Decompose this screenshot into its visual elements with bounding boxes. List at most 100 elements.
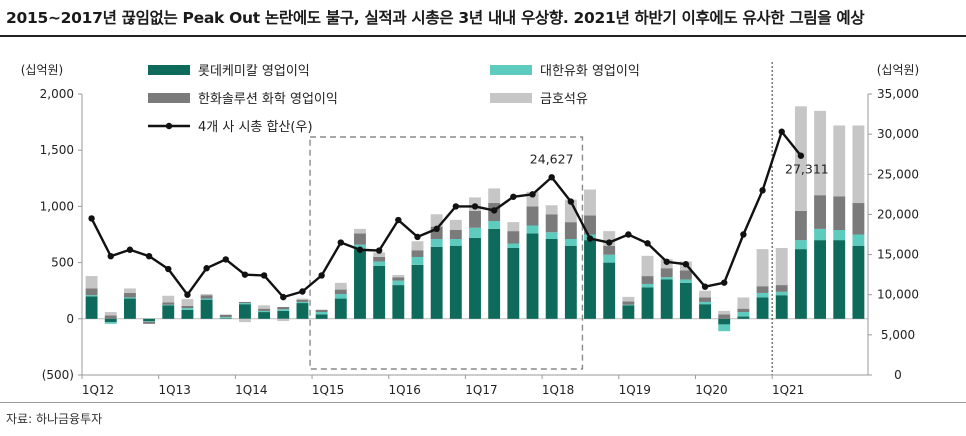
bar-segment (756, 292, 769, 298)
bar-segment (334, 282, 347, 290)
market-cap-point (701, 283, 709, 290)
bar-segment (296, 299, 309, 302)
market-cap-point (299, 288, 306, 295)
bar-segment (258, 312, 271, 319)
legend-swatch (148, 93, 190, 103)
peak-out-box (309, 136, 584, 370)
bar-segment (219, 314, 232, 315)
bar-segment (258, 310, 271, 313)
bar-segment (775, 295, 788, 319)
x-tick-label: 1Q21 (772, 383, 804, 397)
x-tick-label: 1Q13 (159, 383, 191, 397)
market-cap-point (625, 231, 632, 238)
bar-segment (622, 305, 635, 319)
bar-segment (181, 305, 194, 309)
bar-segment (430, 214, 443, 227)
bar-segment (200, 298, 213, 300)
bar-segment (545, 232, 558, 239)
bar-segment (85, 276, 98, 289)
bar-segment (123, 288, 136, 293)
x-tick-label: 1Q18 (542, 383, 574, 397)
bar-segment (507, 247, 520, 319)
bar-segment (718, 318, 731, 325)
market-cap-point (88, 215, 95, 222)
bar-segment (258, 308, 271, 311)
bar-segment (296, 303, 309, 319)
bar-segment (219, 318, 232, 319)
bar-segment (756, 249, 769, 287)
bar-segment (507, 222, 520, 232)
market-cap-point (318, 272, 325, 279)
bar-segment (469, 210, 481, 228)
legend-swatch (490, 93, 532, 103)
bar-segment (526, 206, 539, 226)
bar-segment (469, 237, 481, 319)
market-cap-point (184, 291, 191, 298)
bar-segment (507, 231, 520, 244)
bar-segment (449, 238, 462, 246)
market-cap-point (452, 203, 460, 210)
market-cap-point (375, 247, 383, 254)
bar-segment (603, 254, 616, 263)
bar-segment (239, 303, 251, 305)
bar-segment (181, 299, 194, 306)
bar-segment (488, 228, 501, 319)
bar-segment (641, 255, 654, 277)
market-cap-point (529, 191, 536, 198)
bar-segment (737, 316, 750, 319)
title-rule (0, 35, 966, 37)
bar-segment (833, 196, 846, 231)
bar-segment (852, 125, 865, 204)
right-unit-label: (십억원) (877, 63, 919, 77)
bar-segment (162, 295, 175, 303)
bar-segment (411, 250, 424, 257)
market-cap-point (280, 293, 287, 301)
bar-segment (526, 225, 539, 234)
bar-segment (239, 304, 251, 319)
left-tick-label: (500) (42, 368, 74, 382)
bar-segment (814, 110, 827, 196)
axes: (500) 0 500 1,000 1,500 2,000 0 5,000 10,000 15,0… (21, 63, 919, 397)
bar-segment (449, 230, 462, 239)
right-tick-label: 10,000 (877, 288, 919, 302)
bar-segment (373, 256, 386, 262)
legend-label: 롯데케미칼 영업이익 (198, 64, 310, 79)
data-label: 24,627 (530, 151, 574, 166)
bar-segment (737, 312, 750, 317)
bar-segment (104, 318, 117, 323)
bar-segment (545, 238, 558, 319)
bar-segment (833, 230, 846, 241)
bottom-rule (0, 402, 966, 403)
bar-segment (852, 245, 865, 319)
bar-segment (545, 205, 558, 215)
bar-segment (430, 226, 443, 239)
market-cap-point (778, 128, 785, 135)
market-cap-point (260, 272, 268, 279)
bar-segment (833, 240, 846, 319)
page-title: 2015~2017년 끊임없는 Peak Out 논란에도 불구, 실적과 시총… (6, 9, 865, 27)
bar-segment (737, 308, 750, 313)
market-cap-point (797, 152, 805, 159)
market-cap-point (567, 198, 575, 205)
bar-segment (200, 294, 213, 296)
bar-segment (679, 270, 692, 280)
bar-segment (564, 222, 577, 239)
bar-segment (469, 227, 481, 238)
market-cap-point (241, 271, 249, 278)
bar-segment (488, 221, 501, 229)
market-cap-point (490, 207, 498, 214)
market-cap-point (548, 174, 555, 181)
bar-segment (814, 195, 827, 229)
bar-segment (564, 238, 577, 246)
bar-segment (584, 215, 596, 235)
bar-segment (737, 297, 750, 309)
left-tick-label: 1,500 (40, 143, 74, 157)
market-cap-point (414, 233, 421, 241)
bar-segment (354, 249, 366, 319)
bar-segment (699, 290, 711, 298)
annotations: 24,627 27,311 (530, 151, 829, 176)
bar-segment (219, 314, 232, 318)
bar-segment (679, 282, 692, 319)
bar-segment (526, 233, 539, 319)
